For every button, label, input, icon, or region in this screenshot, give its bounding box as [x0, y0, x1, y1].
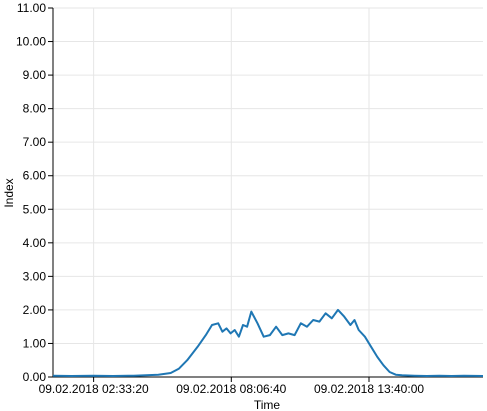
x-tick-label: 09.02.2018 02:33:20: [39, 382, 149, 396]
y-tick-label: 2.00: [23, 303, 47, 317]
x-tick-label: 09.02.2018 13:40:00: [314, 382, 424, 396]
y-tick-labels: 0.00 1.00 2.00 3.00 4.00 5.00 6.00 7.00 8.00 9.00…: [16, 1, 46, 384]
series-group: [52, 308, 484, 377]
x-tick-labels: 09.02.2018 02:33:20 09.02.2018 08:06:40 09…: [39, 382, 425, 396]
x-axis-title: Time: [254, 398, 281, 411]
y-tick-label: 10.00: [16, 35, 46, 49]
x-tick-label: 09.02.2018 08:06:40: [176, 382, 286, 396]
y-axis-title: Index: [2, 178, 16, 207]
y-tick-label: 9.00: [23, 68, 47, 82]
grid-lines: [53, 7, 483, 378]
y-tick-label: 7.00: [23, 135, 47, 149]
y-tick-label: 6.00: [23, 169, 47, 183]
series-line-0: [52, 308, 484, 377]
y-tick-label: 5.00: [23, 202, 47, 216]
y-tick-label: 11.00: [17, 1, 46, 15]
y-tick-label: 4.00: [23, 236, 47, 250]
axes: [48, 7, 483, 382]
y-tick-label: 8.00: [23, 102, 47, 116]
y-tick-label: 3.00: [23, 269, 47, 283]
y-tick-label: 0.00: [23, 370, 47, 384]
y-tick-label: 1.00: [23, 336, 47, 350]
